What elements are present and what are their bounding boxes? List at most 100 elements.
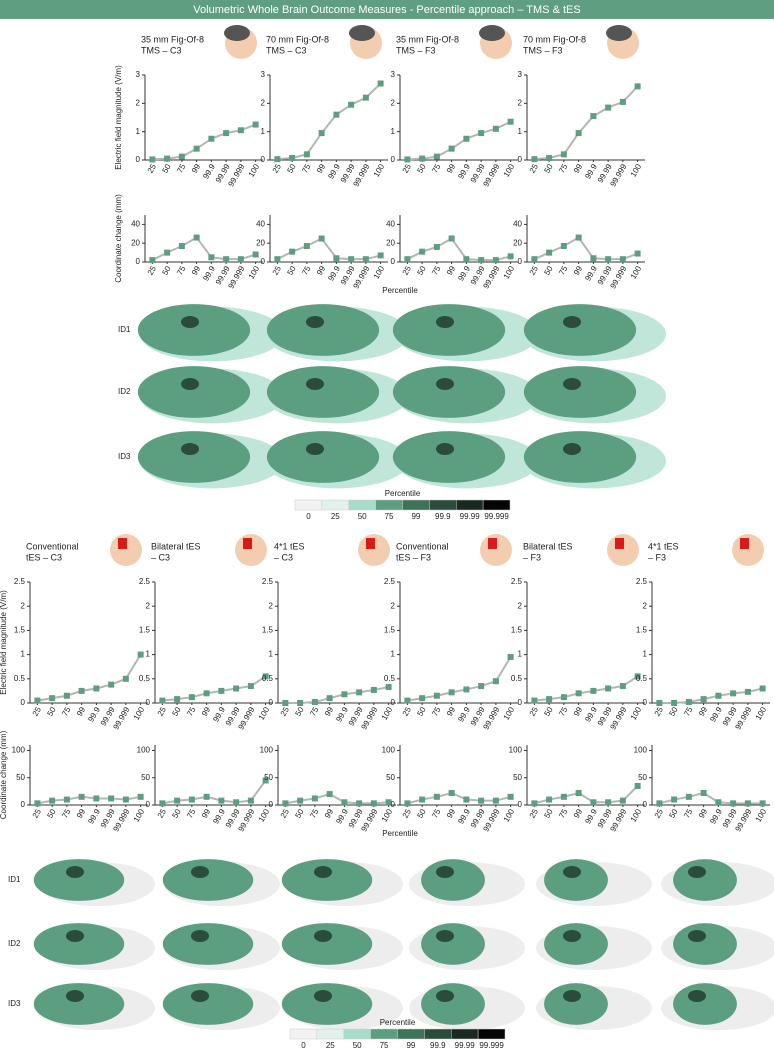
colorbar-swatch	[456, 499, 484, 511]
panel-title: 4*1 tES	[274, 541, 305, 551]
y-tick-label: 1	[21, 650, 26, 659]
y-tick-label: 0.5	[384, 674, 396, 683]
median-marker	[262, 777, 269, 784]
x-tick-label: 100	[502, 162, 517, 179]
brain-hotspot	[688, 866, 706, 878]
y-tick-label: 2.5	[636, 577, 648, 586]
brain-hotspot	[563, 443, 581, 455]
y-tick-label: 2.5	[511, 577, 523, 586]
y-tick-label: 40	[131, 220, 140, 229]
brain-front	[162, 859, 254, 901]
brain-hotspot	[306, 316, 324, 328]
median-marker	[318, 235, 325, 242]
median-marker	[223, 256, 230, 263]
median-marker	[122, 675, 129, 682]
median-marker	[590, 687, 597, 694]
colorbar-label: 50	[358, 512, 367, 521]
median-marker	[63, 796, 70, 803]
x-tick-label: 100	[629, 162, 644, 179]
median-marker	[531, 156, 538, 163]
median-marker	[478, 257, 485, 264]
electrode-icon	[366, 538, 375, 549]
x-tick-label: 50	[415, 264, 428, 277]
median-marker	[744, 800, 751, 807]
coil-icon	[349, 25, 375, 41]
panel-title: tES – C3	[26, 552, 62, 562]
x-tick-label: 100	[754, 807, 769, 824]
median-marker	[744, 688, 751, 695]
brain-front	[523, 304, 637, 356]
median-marker	[759, 685, 766, 692]
median-marker	[575, 690, 582, 697]
x-tick-label: 99	[445, 162, 458, 175]
median-marker	[560, 151, 567, 158]
row-label: ID2	[8, 939, 21, 948]
median-marker	[575, 234, 582, 241]
y-tick-label: 50	[513, 773, 522, 782]
x-tick-label: 75	[557, 807, 570, 820]
median-marker	[370, 686, 377, 693]
brain-front	[421, 983, 485, 1025]
panel-title: 4*1 tES	[648, 541, 679, 551]
y-tick-label: 0	[269, 800, 274, 809]
colorbar-label: 99.99	[460, 512, 481, 521]
y-tick-label: 100	[509, 746, 523, 755]
y-tick-label: 100	[382, 746, 396, 755]
row-label: ID1	[118, 325, 131, 334]
median-marker	[203, 690, 210, 697]
y-tick-label: 0	[518, 155, 523, 164]
x-tick-label: 100	[247, 162, 262, 179]
colorbar-label: 25	[326, 1041, 335, 1050]
median-marker	[218, 687, 225, 694]
brain-front	[266, 431, 380, 483]
row-label: ID3	[118, 452, 131, 461]
median-marker	[404, 800, 411, 807]
y-tick-label: 1	[518, 127, 523, 136]
panel-title: TMS – F3	[396, 45, 436, 55]
brain-front	[392, 304, 506, 356]
brain-front	[673, 859, 737, 901]
median-marker	[297, 797, 304, 804]
median-marker	[448, 235, 455, 242]
x-tick-label: 75	[175, 264, 188, 277]
x-tick-label: 99	[323, 705, 336, 718]
median-marker	[433, 793, 440, 800]
median-marker	[492, 678, 499, 685]
y-tick-label: 0	[261, 155, 266, 164]
x-tick-label: 99	[572, 264, 585, 277]
brain-front	[137, 366, 251, 418]
y-tick-label: 100	[634, 746, 648, 755]
panel-title: 35 mm Fig-Of-8	[396, 34, 459, 44]
panel-title: Conventional	[26, 541, 79, 551]
x-axis-label: Percentile	[382, 286, 418, 295]
median-marker	[122, 796, 129, 803]
x-tick-label: 75	[185, 705, 198, 718]
median-marker	[656, 800, 663, 807]
brain-hotspot	[314, 930, 332, 942]
median-marker	[605, 685, 612, 692]
median-marker	[282, 700, 289, 706]
median-marker	[341, 691, 348, 698]
x-tick-label: 25	[156, 705, 169, 718]
x-tick-label: 50	[160, 162, 173, 175]
y-tick-label: 20	[386, 238, 395, 247]
panel-title: TMS – F3	[523, 45, 563, 55]
panel-title: – C3	[274, 552, 293, 562]
median-marker	[377, 80, 384, 87]
x-tick-label: 25	[279, 807, 292, 820]
x-tick-label: 50	[45, 705, 58, 718]
x-tick-label: 100	[257, 705, 272, 722]
x-tick-label: 75	[308, 807, 321, 820]
coil-icon	[479, 25, 505, 41]
y-tick-label: 2	[261, 98, 266, 107]
median-marker	[137, 793, 144, 800]
median-marker	[203, 793, 210, 800]
brain-front	[392, 431, 506, 483]
median-marker	[634, 673, 641, 680]
brain-front	[544, 859, 608, 901]
y-tick-label: 2	[643, 601, 648, 610]
brain-hotspot	[191, 866, 209, 878]
x-tick-label: 75	[682, 705, 695, 718]
median-marker	[49, 797, 56, 804]
x-tick-label: 99	[572, 162, 585, 175]
